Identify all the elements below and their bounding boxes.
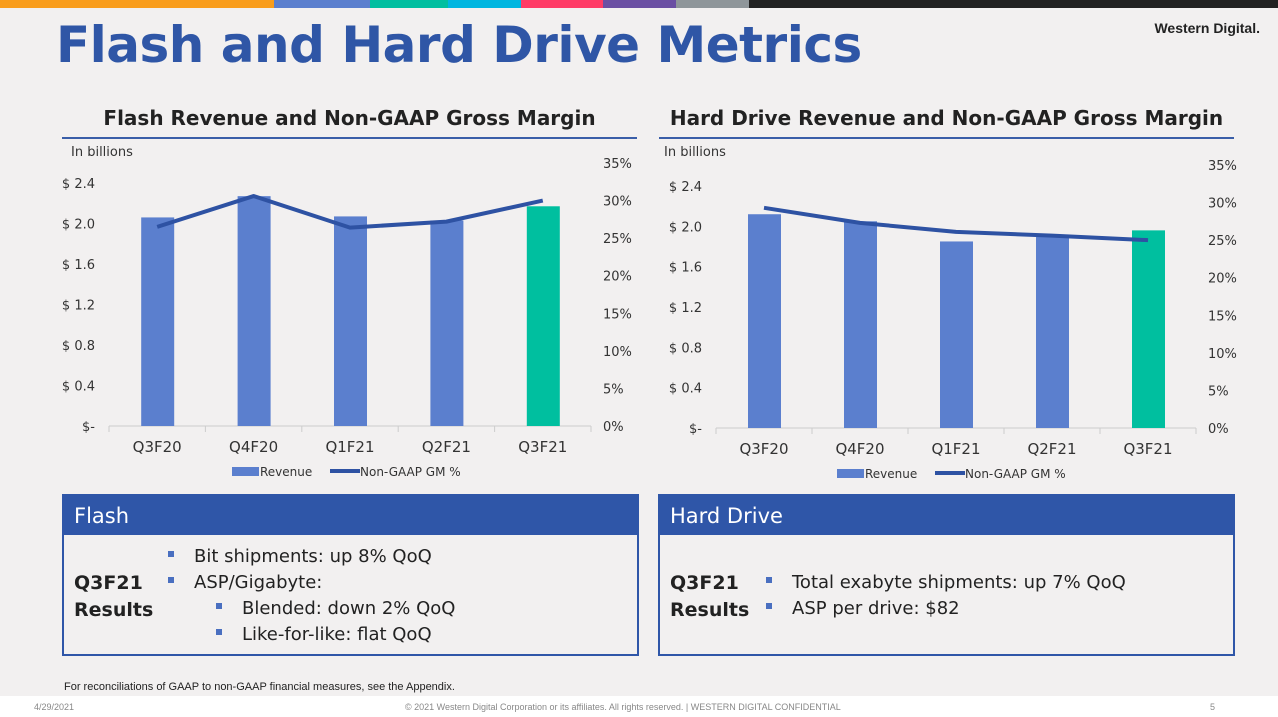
unit-label: In billions [664,145,726,160]
stripe-segment [603,0,676,8]
flash-header: Flash [64,496,637,535]
hdd-chart: In billions $- $ 0.4 $ 0.8 $ 1.2 $ 1.6 $ 2.0 $ … [664,145,1237,481]
x-tick-label: Q4F20 [835,440,884,458]
stripe-segment [0,0,274,8]
stripe-segment [274,0,370,8]
y2-tick-label: 5% [603,382,624,397]
hdd-results-box: Hard Drive Q3F21 Results Total exabyte s… [658,494,1235,656]
y2-tick-label: 15% [603,307,632,322]
y-tick-label: $ 1.6 [62,258,95,273]
hdd-chart-title: Hard Drive Revenue and Non-GAAP Gross Ma… [669,106,1224,130]
stripe-segment [448,0,521,8]
gross-margin-line [763,205,1149,243]
page-title: Flash and Hard Drive Metrics [56,16,862,74]
y2-tick-label: 0% [603,420,624,435]
x-tick-label: Q3F20 [133,438,182,456]
y2-tick-label: 35% [603,157,632,172]
list-item: Like-for-like: flat QoQ [168,622,455,648]
page-number: 5 [1210,702,1216,712]
hdd-header: Hard Drive [660,496,1233,535]
y2-tick-label: 25% [603,232,632,247]
y-tick-label: $ 0.4 [62,380,95,395]
legend-revenue-swatch [232,467,259,476]
results-label: Q3F21 Results [670,572,750,621]
flash-chart: In billions $- $ 0.4 $ 0.8 $ 1.2 $ 1.6 $ 2.0 $ … [62,145,632,479]
x-tick-label: Q1F21 [325,438,374,456]
revenue-bar [844,221,877,428]
y2-tick-label: 35% [1208,159,1237,174]
legend-revenue-swatch [837,469,864,478]
x-tick-label: Q3F21 [1123,440,1172,458]
x-tick-label: Q4F20 [229,438,278,456]
y-tick-label: $- [689,422,702,437]
list-item: Bit shipments: up 8% QoQ [168,544,455,570]
stripe-segment [370,0,448,8]
y-tick-label: $ 2.0 [669,220,702,235]
y-tick-label: $ 1.6 [669,261,702,276]
legend-gm-label: Non-GAAP GM % [965,467,1066,481]
flash-bullets: Bit shipments: up 8% QoQ ASP/Gigabyte: B… [168,544,455,648]
y-tick-label: $ 0.8 [62,339,95,354]
y-tick-label: $ 2.4 [62,177,95,192]
footer: 4/29/2021 © 2021 Western Digital Corpora… [0,696,1278,717]
x-tick-label: Q2F21 [1027,440,1076,458]
x-tick-label: Q1F21 [931,440,980,458]
x-tick-label: Q3F21 [518,438,567,456]
stripe-segment [521,0,603,8]
y-tick-label: $ 2.4 [669,180,702,195]
y2-tick-label: 20% [1208,272,1237,287]
revenue-bar [141,217,175,426]
footnote: For reconciliations of GAAP to non-GAAP … [64,681,455,693]
legend-revenue-label: Revenue [260,465,312,479]
y2-tick-label: 20% [603,270,632,285]
y2-tick-label: 15% [1208,309,1237,324]
flash-results-box: Flash Q3F21 Results Bit shipments: up 8%… [62,494,639,656]
y2-tick-label: 30% [603,195,632,210]
y2-tick-label: 10% [1208,347,1237,362]
x-tick-label: Q3F20 [739,440,788,458]
y2-tick-label: 5% [1208,384,1229,399]
y2-tick-label: 30% [1208,197,1237,212]
list-item: Blended: down 2% QoQ [168,596,455,622]
y-tick-label: $- [82,420,95,435]
y-tick-label: $ 2.0 [62,218,95,233]
revenue-bar [1036,236,1069,428]
divider [659,137,1234,139]
list-item: ASP per drive: $82 [766,596,1126,622]
western-digital-logo: Western Digital. [1154,20,1260,36]
gross-margin-line [156,194,544,230]
y2-tick-label: 25% [1208,234,1237,249]
flash-chart-title: Flash Revenue and Non-GAAP Gross Margin [103,106,596,130]
y2-tick-label: 0% [1208,422,1229,437]
revenue-bar [334,216,367,426]
stripe-segment [749,0,1278,8]
revenue-bar [1132,230,1165,428]
revenue-bar [430,220,464,426]
y-tick-label: $ 0.4 [669,382,702,397]
stripe-segment [676,0,749,8]
y2-tick-label: 10% [603,345,632,360]
legend-gm-label: Non-GAAP GM % [360,465,461,479]
footer-date: 4/29/2021 [34,702,75,712]
list-item: ASP/Gigabyte: [168,570,455,596]
y-tick-label: $ 0.8 [669,341,702,356]
footer-copyright: © 2021 Western Digital Corporation or it… [405,702,841,712]
x-tick-label: Q2F21 [422,438,471,456]
revenue-bar [237,196,271,426]
revenue-bar [526,206,560,426]
legend-revenue-label: Revenue [865,467,917,481]
divider [62,137,637,139]
y-tick-label: $ 1.2 [62,299,95,314]
results-label: Q3F21 Results [74,572,154,621]
y-tick-label: $ 1.2 [669,301,702,316]
revenue-bar [748,214,781,428]
revenue-bar [940,241,973,428]
hdd-bullets: Total exabyte shipments: up 7% QoQ ASP p… [766,570,1126,622]
list-item: Total exabyte shipments: up 7% QoQ [766,570,1126,596]
unit-label: In billions [71,145,133,160]
